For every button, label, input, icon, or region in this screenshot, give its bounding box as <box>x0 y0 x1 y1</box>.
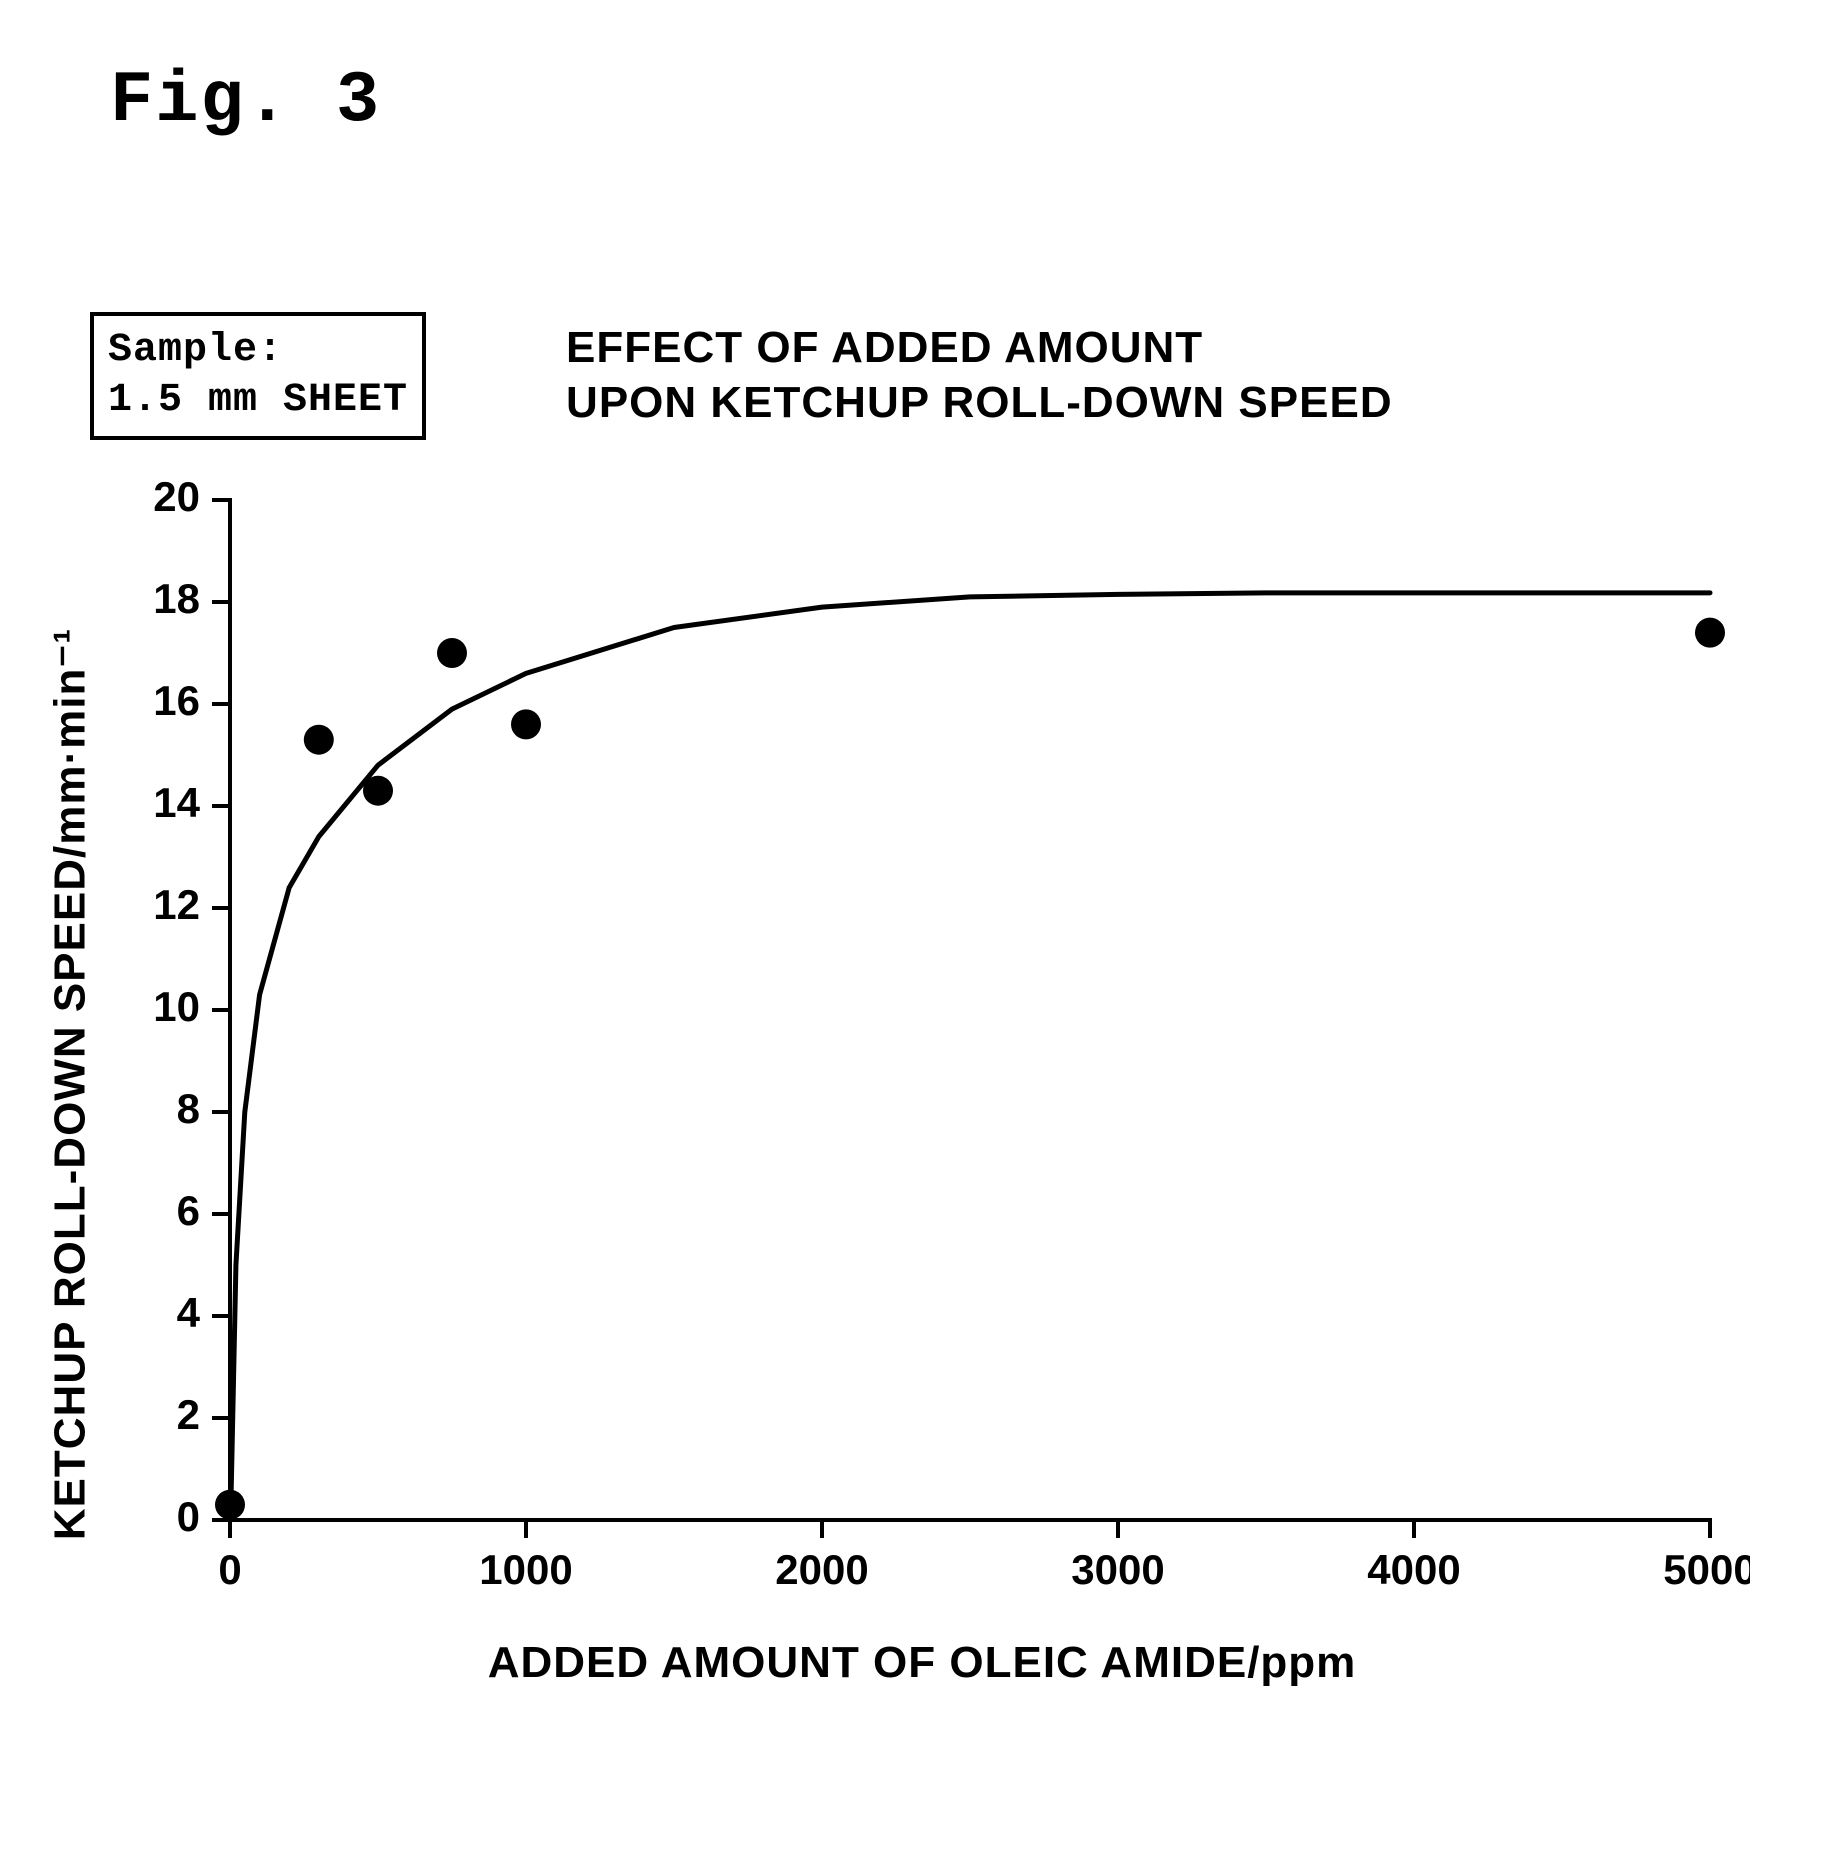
y-tick-label: 12 <box>153 881 200 928</box>
x-tick-label: 0 <box>218 1546 241 1593</box>
y-tick-label: 18 <box>153 575 200 622</box>
header-row: Sample: 1.5 mm SHEET EFFECT OF ADDED AMO… <box>90 312 1754 440</box>
data-point <box>1695 618 1725 648</box>
chart-svg: 0 2 4 6 8 10 12 14 16 18 20 0 1000 2000 3000 4000 5000 <box>90 480 1750 1610</box>
data-point <box>437 638 467 668</box>
data-point <box>363 776 393 806</box>
x-tick-label: 4000 <box>1367 1546 1460 1593</box>
sample-box: Sample: 1.5 mm SHEET <box>90 312 426 440</box>
y-tick-label: 10 <box>153 983 200 1030</box>
x-tick-label: 1000 <box>479 1546 572 1593</box>
x-tick-label: 3000 <box>1071 1546 1164 1593</box>
y-tick-label: 2 <box>177 1391 200 1438</box>
y-axis-label: KETCHUP ROLL-DOWN SPEED/mm·min⁻¹ <box>45 628 96 1540</box>
x-tick-label: 5000 <box>1663 1546 1750 1593</box>
page: Fig. 3 Sample: 1.5 mm SHEET EFFECT OF AD… <box>0 0 1834 1860</box>
sample-line1: Sample: <box>108 326 408 376</box>
y-tick-label: 20 <box>153 480 200 520</box>
x-tick-label: 2000 <box>775 1546 868 1593</box>
chart-wrap: KETCHUP ROLL-DOWN SPEED/mm·min⁻¹ 0246810… <box>90 480 1754 1688</box>
x-axis-label: ADDED AMOUNT OF OLEIC AMIDE/ppm <box>90 1638 1754 1688</box>
data-point <box>215 1490 245 1520</box>
y-tick-label: 16 <box>153 677 200 724</box>
data-point <box>511 709 541 739</box>
y-tick-label: 14 <box>153 779 200 826</box>
y-tick-label: 4 <box>177 1289 201 1336</box>
figure-label: Fig. 3 <box>110 60 1754 142</box>
data-point <box>304 725 334 755</box>
chart-title: EFFECT OF ADDED AMOUNT UPON KETCHUP ROLL… <box>566 320 1393 430</box>
y-tick-label: 0 <box>177 1493 200 1540</box>
sample-line2: 1.5 mm SHEET <box>108 376 408 426</box>
y-tick-label: 6 <box>177 1187 200 1234</box>
y-tick-label: 8 <box>177 1085 200 1132</box>
chart-title-line2: UPON KETCHUP ROLL-DOWN SPEED <box>566 375 1393 430</box>
chart-title-line1: EFFECT OF ADDED AMOUNT <box>566 320 1393 375</box>
